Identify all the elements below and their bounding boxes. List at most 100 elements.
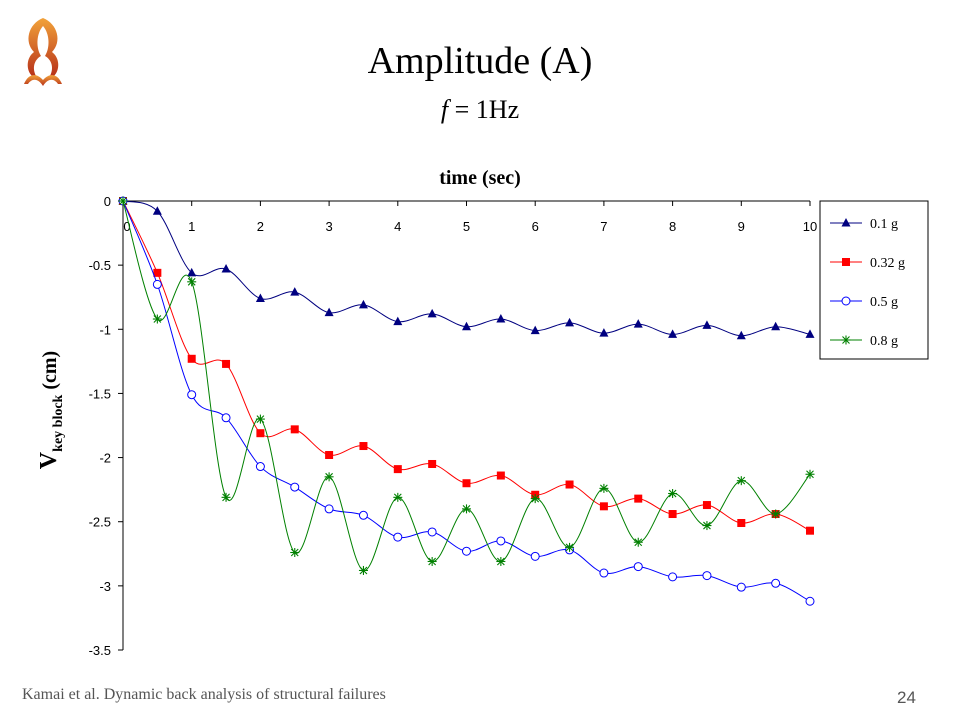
data-point [427, 308, 437, 318]
data-point [187, 354, 196, 363]
data-point [255, 414, 265, 424]
x-tick-label: 4 [394, 219, 401, 234]
data-point [358, 510, 368, 520]
legend-marker [841, 218, 851, 227]
data-point [805, 329, 815, 338]
data-point [221, 263, 231, 273]
university-logo [24, 18, 62, 86]
star-stroke [565, 543, 574, 552]
star-stroke [187, 277, 196, 286]
y-tick-label: -1.5 [89, 386, 111, 401]
legend: 0.1 g 0.32 g 0.5 g 0.8 g [819, 200, 929, 360]
x-tick-label: 2 [257, 219, 264, 234]
data-point [187, 277, 197, 287]
star-stroke [737, 476, 746, 485]
data-point [496, 314, 506, 323]
star-stroke [531, 494, 540, 503]
series-line [122, 200, 811, 602]
data-point [324, 472, 334, 482]
data-point [222, 359, 231, 368]
data-point [668, 488, 678, 498]
legend-box [819, 200, 929, 360]
x-tick-label: 0 [123, 219, 130, 234]
data-point [565, 480, 574, 489]
slide-subtitle: f = 1Hz [0, 97, 960, 123]
legend-label: 0.8 g [870, 334, 898, 349]
data-point [256, 429, 265, 438]
x-tick-label: 3 [325, 219, 332, 234]
data-point [427, 556, 437, 566]
data-point [805, 596, 815, 606]
data-point [290, 287, 300, 296]
data-point [462, 479, 471, 488]
y-tick-label: -2.5 [89, 515, 111, 530]
footer-citation: Kamai et al. Dynamic back analysis of st… [22, 686, 386, 703]
data-point [393, 532, 403, 542]
data-point [668, 510, 677, 519]
data-point [736, 476, 746, 486]
star-stroke [290, 548, 299, 557]
data-point [152, 279, 162, 289]
series-0-5-g [118, 196, 815, 606]
y-tick-label: -1 [99, 322, 111, 337]
data-point [668, 572, 678, 582]
legend-item: 0.32 g [830, 256, 905, 271]
data-point [255, 462, 265, 472]
axes: 0 1 2 3 4 5 6 7 8 9 10 0 -0.5 -1 -1.5 -2 -2.5 -3 -3.5 [89, 194, 818, 658]
data-point [358, 565, 368, 575]
x-axis-label: time (sec) [439, 167, 521, 189]
series-0-8-g [118, 196, 815, 575]
legend-marker [841, 335, 851, 345]
star-stroke [806, 470, 814, 479]
data-point [221, 492, 231, 502]
legend-label: 0.5 g [870, 295, 898, 310]
data-point [221, 413, 231, 423]
data-point [702, 571, 712, 581]
data-point [393, 492, 403, 502]
star-stroke [325, 472, 333, 481]
x-tick-label: 8 [669, 219, 676, 234]
star-stroke [256, 415, 265, 423]
data-point [290, 425, 299, 434]
star-stroke [153, 315, 162, 323]
data-point [393, 316, 403, 326]
data-point [530, 325, 540, 335]
legend-item: 0.5 g [830, 295, 898, 310]
y-axis-label: Vkey block (cm) [36, 351, 66, 469]
y-axis-label-sub: key block [51, 394, 66, 451]
x-tick-label: 9 [738, 219, 745, 234]
data-point [634, 494, 643, 503]
data-point [290, 482, 300, 492]
star-stroke [634, 538, 643, 547]
data-point [633, 562, 643, 572]
x-tick-label: 7 [600, 219, 607, 234]
y-tick-label: -3 [99, 579, 111, 594]
data-point [428, 459, 437, 468]
star-stroke [359, 566, 368, 575]
legend-label: 0.1 g [870, 217, 898, 232]
data-point [530, 551, 540, 561]
y-tick-label: -0.5 [89, 258, 111, 273]
page-number: 24 [897, 688, 916, 707]
data-point [599, 568, 609, 578]
data-point [599, 328, 609, 337]
slide-title: Amplitude (A) [367, 40, 593, 82]
data-point [462, 321, 471, 331]
data-point [771, 321, 781, 331]
x-tick-label: 6 [532, 219, 539, 234]
data-point [633, 319, 643, 328]
subtitle-variable: f [440, 95, 449, 124]
data-point [806, 526, 814, 535]
data-point [565, 317, 575, 327]
data-point [736, 330, 746, 340]
legend-marker [842, 258, 850, 266]
data-point [599, 502, 608, 511]
star-stroke [771, 510, 780, 518]
data-point [427, 527, 437, 537]
star-stroke [428, 557, 437, 566]
data-point [496, 471, 505, 480]
data-point [358, 299, 368, 309]
star-stroke [600, 484, 608, 493]
data-point [393, 465, 402, 474]
data-point [152, 206, 162, 215]
